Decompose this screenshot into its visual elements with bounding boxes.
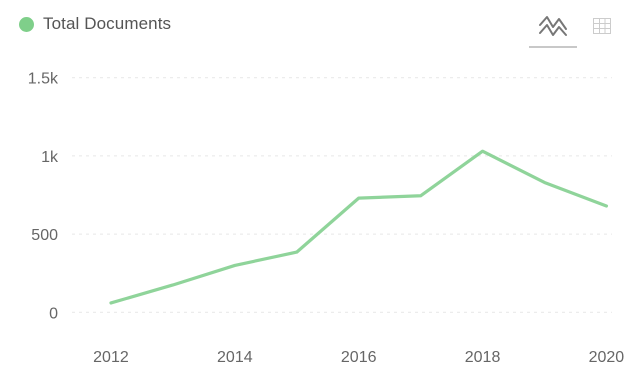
line-chart-icon	[539, 16, 567, 36]
x-axis-ticks: 2012 2014 2016 2018 2020	[93, 349, 624, 366]
legend-swatch	[19, 16, 34, 32]
line-chart-view-button[interactable]	[529, 4, 577, 48]
x-tick-label: 2018	[465, 349, 501, 366]
series-lines	[109, 149, 609, 305]
table-view-button[interactable]	[591, 4, 613, 48]
grid-lines	[72, 77, 612, 313]
x-tick-label: 2014	[217, 349, 253, 366]
y-tick-label: 1k	[41, 149, 59, 166]
y-tick-label: 500	[31, 227, 58, 244]
x-tick-label: 2012	[93, 349, 129, 366]
x-tick-label: 2016	[341, 349, 377, 366]
y-tick-label: 1.5k	[28, 71, 59, 88]
series-line	[109, 149, 609, 305]
y-axis-ticks: 0 500 1k 1.5k	[28, 71, 59, 323]
chart-legend[interactable]: Total Documents	[19, 12, 171, 36]
table-icon	[593, 18, 611, 34]
legend-label: Total Documents	[43, 14, 172, 33]
chart-view-toolbar	[529, 4, 613, 48]
y-tick-label: 0	[49, 305, 58, 322]
x-tick-label: 2020	[589, 349, 625, 366]
